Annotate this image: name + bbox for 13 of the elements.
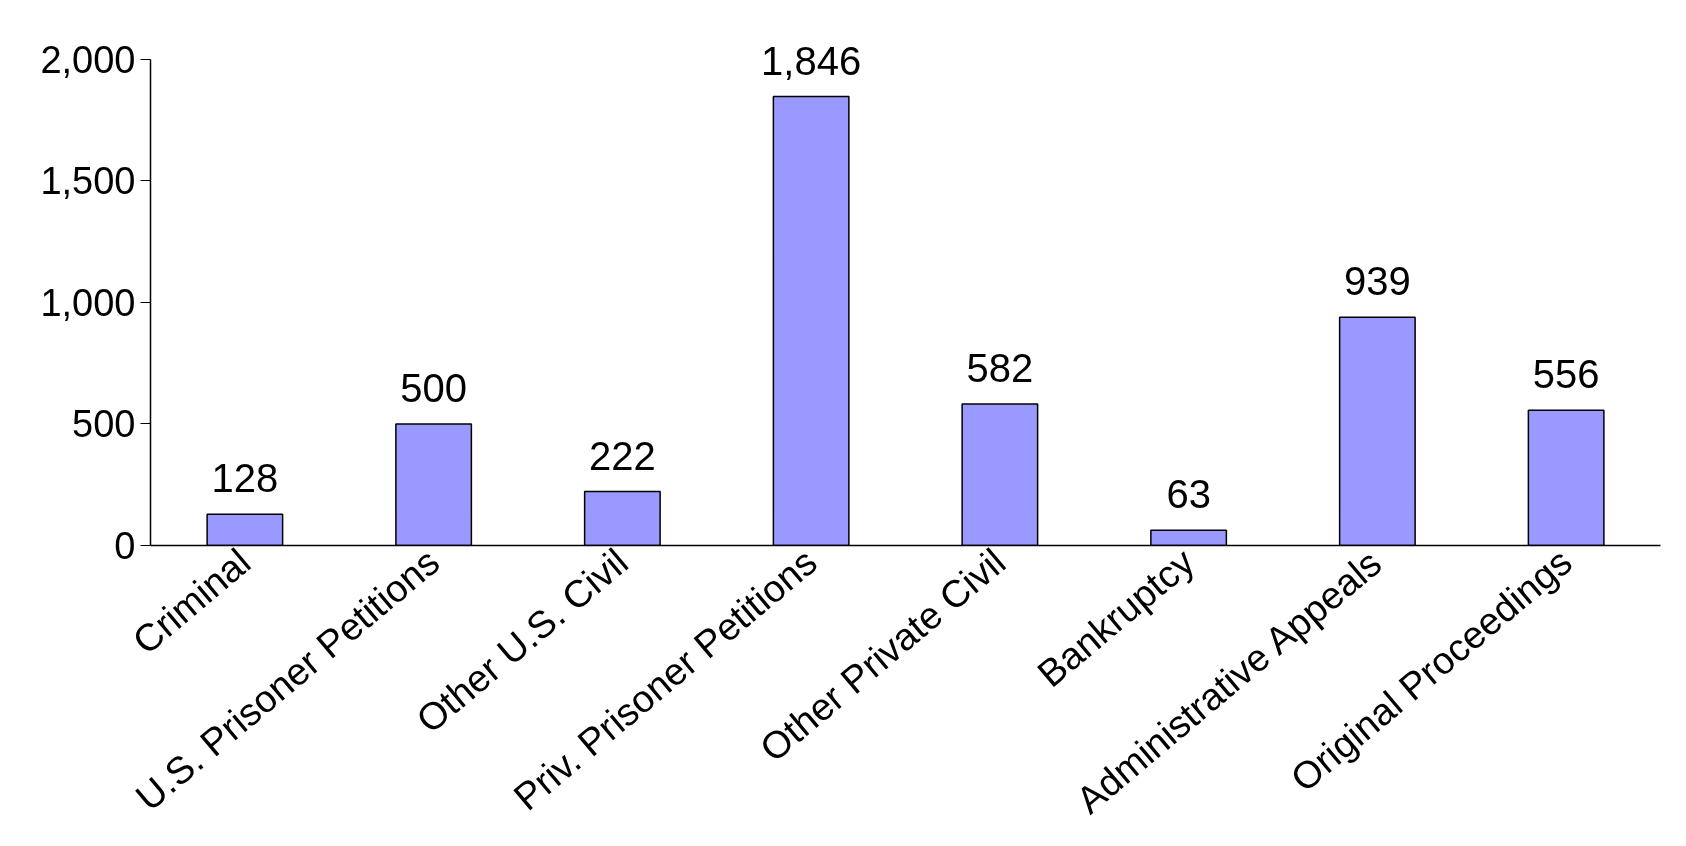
y-tick-label: 0 (114, 525, 136, 567)
y-tick-label: 1,500 (40, 160, 136, 203)
data-label: 128 (211, 456, 279, 501)
y-tick-label: 2,000 (40, 38, 136, 81)
y-tick-label: 1,000 (40, 281, 136, 324)
data-label: 63 (1166, 472, 1211, 517)
y-tick-label: 500 (72, 403, 136, 446)
data-label: 222 (589, 433, 656, 478)
data-label: 500 (400, 365, 468, 410)
data-label: 1,846 (761, 38, 862, 83)
data-label: 582 (966, 345, 1034, 390)
data-label: 556 (1532, 352, 1600, 397)
data-label: 939 (1344, 259, 1411, 304)
